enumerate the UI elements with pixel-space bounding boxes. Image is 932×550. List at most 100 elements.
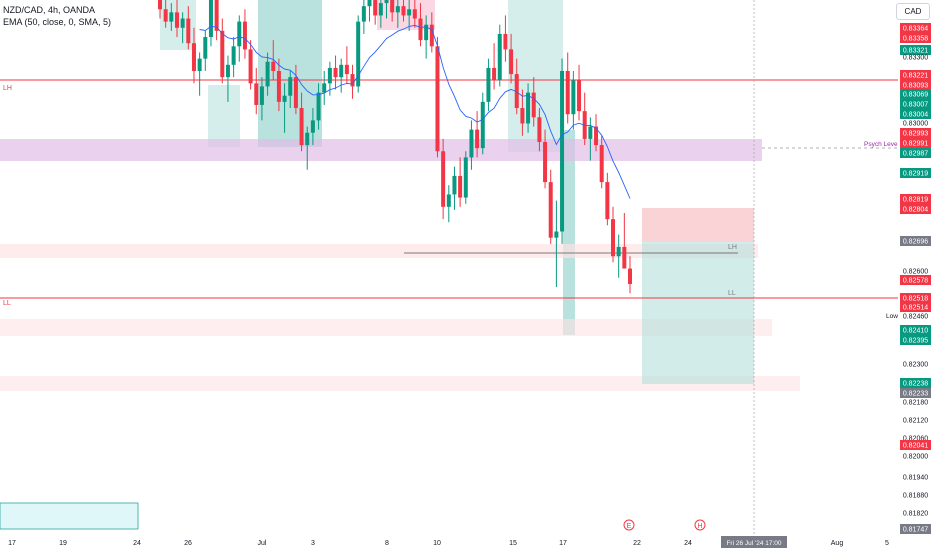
psych-level-zone bbox=[0, 139, 762, 161]
candle-body bbox=[265, 61, 270, 87]
candle-body bbox=[628, 268, 632, 284]
price-label: 0.82919 bbox=[903, 171, 928, 178]
price-label: 0.82819 bbox=[903, 197, 928, 204]
time-tick-label: 24 bbox=[133, 540, 141, 547]
candle-body bbox=[356, 21, 361, 87]
candle-body bbox=[339, 64, 344, 78]
price-label: 0.81940 bbox=[903, 475, 928, 482]
candle-body bbox=[407, 9, 412, 16]
price-label: 0.82060 bbox=[903, 436, 928, 443]
price-label: 0.82180 bbox=[903, 400, 928, 407]
candle-body bbox=[497, 33, 502, 81]
candle-body bbox=[424, 24, 429, 41]
chart-legend: NZD/CAD, 4h, OANDA EMA (50, close, 0, SM… bbox=[3, 4, 111, 28]
demand-zone-2 bbox=[208, 85, 240, 147]
price-label-bg bbox=[900, 524, 931, 534]
candle-body bbox=[384, 0, 389, 4]
candle-body bbox=[401, 6, 406, 16]
candle-body bbox=[599, 145, 604, 183]
bottom-zone-border bbox=[0, 502, 139, 530]
price-label-bg bbox=[900, 80, 931, 90]
annotation-layer: LH LL Psych Level LH LL Low bbox=[3, 85, 900, 320]
price-label: 0.82041 bbox=[903, 443, 928, 450]
candle-body bbox=[248, 49, 253, 84]
candle-body bbox=[588, 126, 593, 139]
candle-body bbox=[469, 129, 474, 158]
candle-body bbox=[565, 70, 570, 115]
ll-zone bbox=[0, 319, 772, 336]
price-label: 0.82300 bbox=[903, 362, 928, 369]
price-label: 0.82600 bbox=[903, 269, 928, 276]
time-tick-label: 15 bbox=[509, 540, 517, 547]
candle-body bbox=[242, 21, 247, 50]
candle-body bbox=[299, 108, 304, 146]
price-label: 0.82578 bbox=[903, 278, 928, 285]
candle-body bbox=[571, 80, 576, 115]
time-axis[interactable]: 17 19 24 26 Jul 3 8 10 15 17 22 24 Aug 5 Fri 26 Jul '2… bbox=[8, 536, 889, 548]
ema-indicator-label: EMA (50, close, 0, SMA, 5) bbox=[3, 17, 112, 27]
price-label-bg bbox=[900, 440, 931, 450]
candle-body bbox=[259, 86, 264, 105]
candle-body bbox=[486, 67, 491, 102]
price-label: 0.83093 bbox=[903, 83, 928, 90]
currency-button[interactable]: CAD bbox=[896, 3, 930, 20]
price-label: 0.82514 bbox=[903, 305, 928, 312]
price-label: 0.83300 bbox=[903, 55, 928, 62]
time-tick-label: Aug bbox=[831, 540, 844, 547]
price-label: 0.82238 bbox=[903, 381, 928, 388]
price-label: 0.81747 bbox=[903, 527, 928, 534]
candle-body bbox=[350, 74, 355, 87]
zone-layer bbox=[0, 0, 800, 530]
price-label: 0.82993 bbox=[903, 131, 928, 138]
time-tick-label: 3 bbox=[311, 540, 315, 547]
candle-body bbox=[203, 37, 208, 59]
candle-body bbox=[361, 6, 366, 22]
candle-body bbox=[577, 80, 582, 112]
candle-body bbox=[463, 157, 468, 198]
price-label: 0.83358 bbox=[903, 36, 928, 43]
candle-body bbox=[214, 0, 219, 31]
candle-body bbox=[186, 18, 191, 44]
candles-layer bbox=[158, 0, 632, 294]
price-label: 0.83221 bbox=[903, 73, 928, 80]
candle-body bbox=[282, 95, 287, 102]
price-label-bg bbox=[900, 99, 931, 109]
price-label-bg bbox=[900, 168, 931, 178]
holiday-icon[interactable]: H bbox=[694, 519, 706, 531]
price-label: 0.83069 bbox=[903, 92, 928, 99]
price-label: 0.82804 bbox=[903, 207, 928, 214]
candle-body bbox=[605, 182, 610, 220]
bottom-demand-zone bbox=[0, 503, 138, 529]
candle-body bbox=[322, 83, 327, 93]
candle-body bbox=[429, 24, 434, 47]
candle-body bbox=[492, 67, 497, 81]
candle-body bbox=[611, 219, 616, 257]
candle-body bbox=[622, 246, 627, 269]
candle-body bbox=[276, 70, 281, 102]
candle-body bbox=[305, 132, 310, 146]
candle-body bbox=[163, 9, 168, 22]
candle-body bbox=[390, 0, 395, 13]
earnings-icon[interactable]: E bbox=[623, 519, 635, 531]
candle-body bbox=[191, 43, 196, 71]
time-tick-label: 24 bbox=[684, 540, 692, 547]
candle-body bbox=[548, 182, 553, 238]
time-tick-label: 8 bbox=[385, 540, 389, 547]
psych-level-label: Psych Level bbox=[864, 141, 900, 148]
time-tick-label: 17 bbox=[8, 540, 16, 547]
time-tick-label: 17 bbox=[559, 540, 567, 547]
candle-body bbox=[378, 3, 383, 16]
candle-body bbox=[220, 30, 225, 78]
candle-body bbox=[560, 70, 565, 232]
price-label-bg bbox=[900, 23, 931, 33]
candle-body bbox=[503, 33, 508, 50]
price-label: 0.83364 bbox=[903, 26, 928, 33]
candle-body bbox=[310, 120, 315, 133]
candle-body bbox=[514, 74, 519, 109]
candle-body bbox=[225, 64, 230, 78]
candle-body bbox=[441, 151, 446, 207]
price-label: 0.82410 bbox=[903, 328, 928, 335]
candle-body bbox=[333, 67, 338, 78]
